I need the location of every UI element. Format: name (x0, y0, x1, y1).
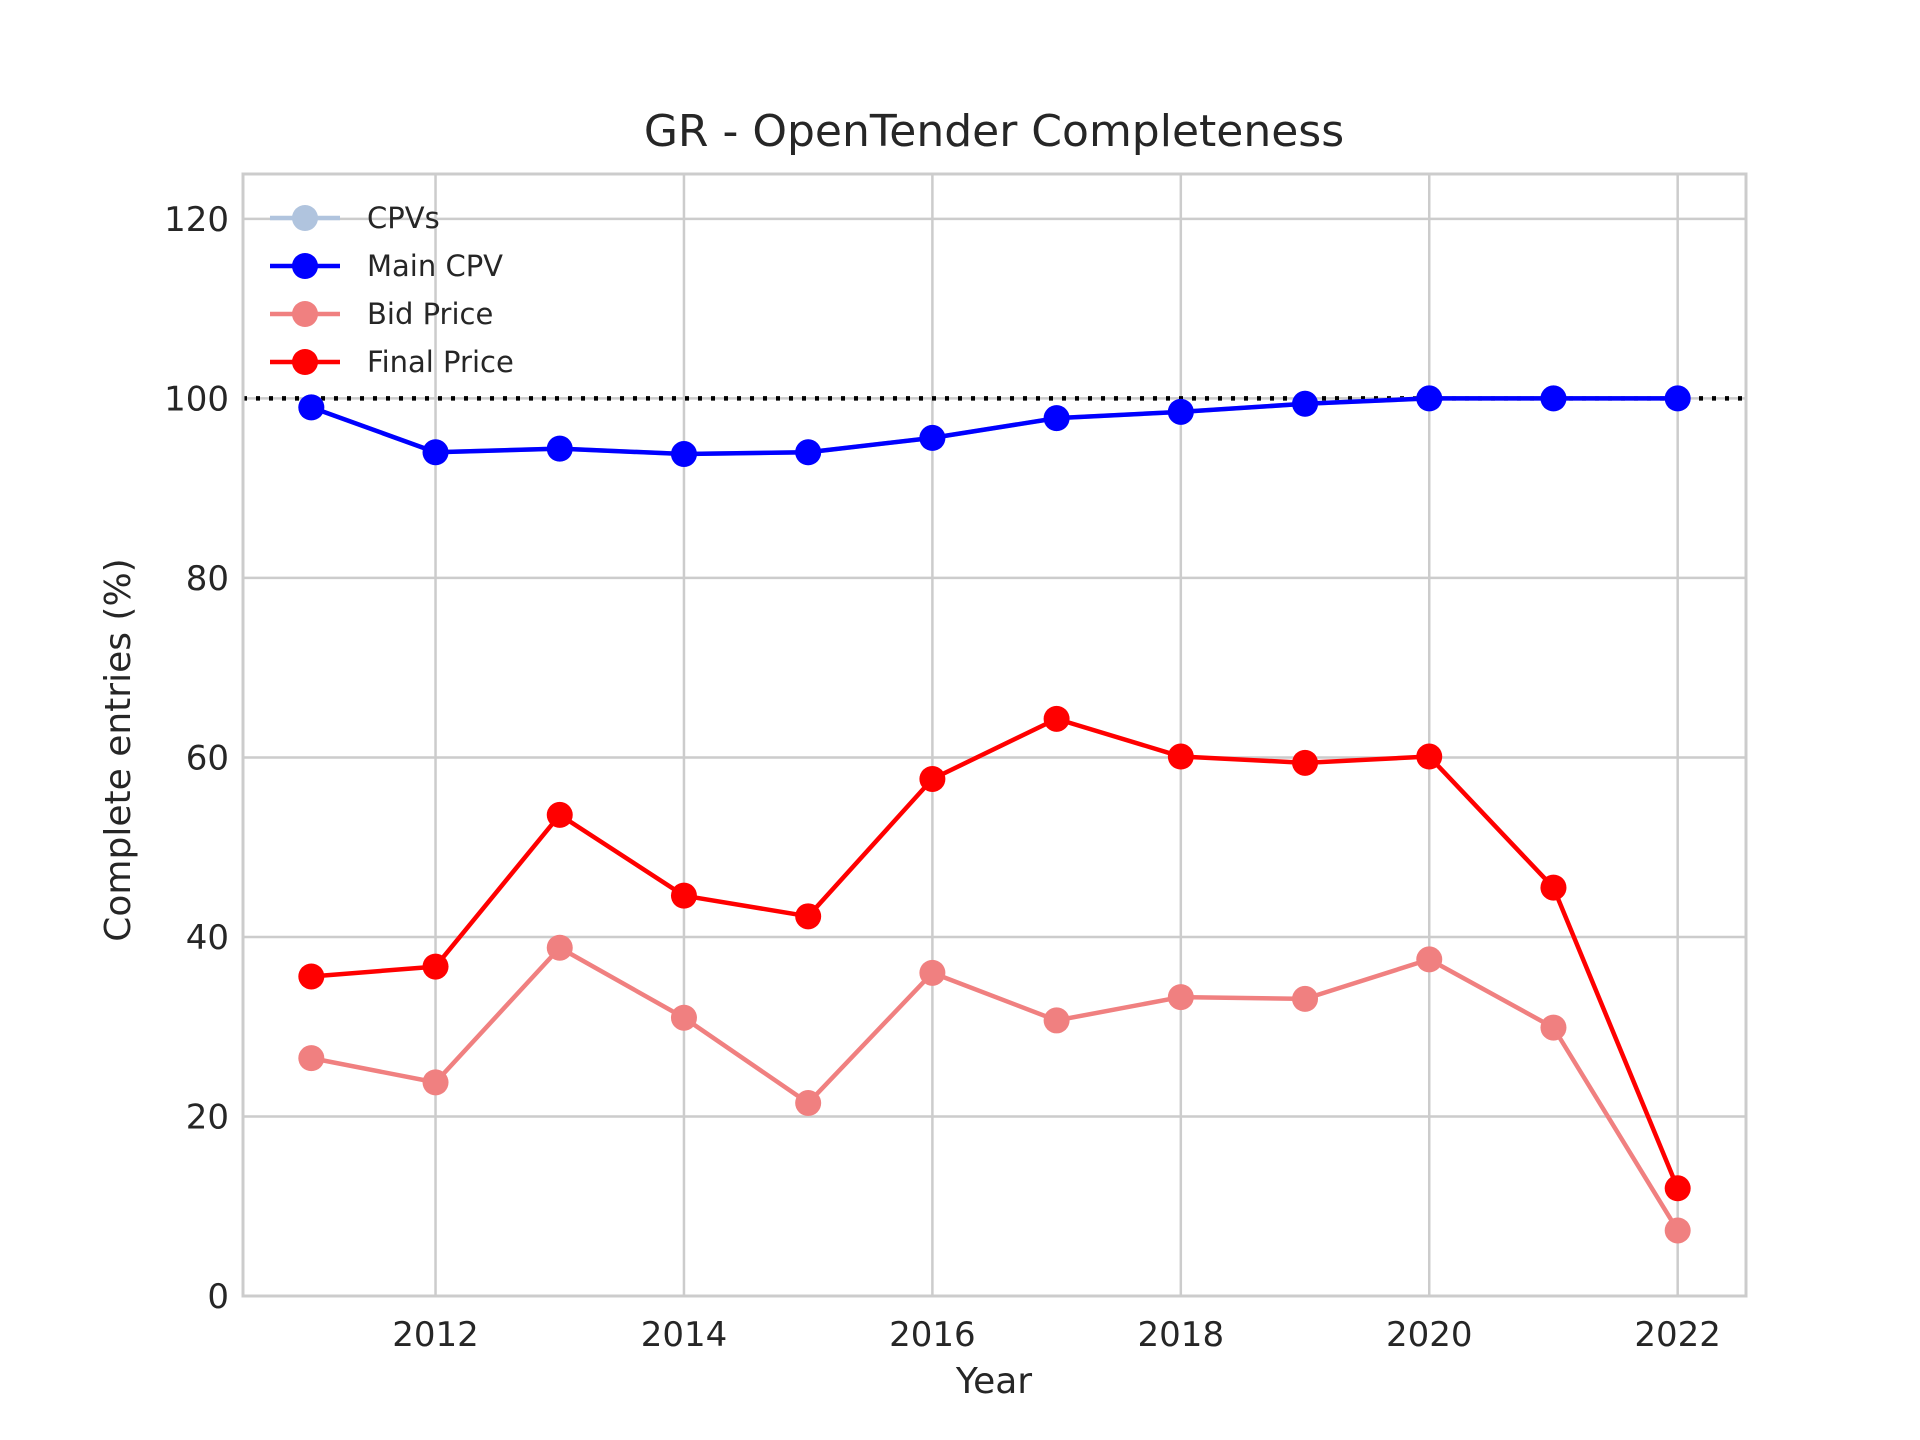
data-point-final-price (1664, 1175, 1691, 1202)
series-final-price (298, 705, 1691, 1202)
data-point-final-price (1540, 874, 1567, 901)
data-point-main-cpv (1416, 385, 1443, 412)
data-point-bid-price (298, 1045, 325, 1072)
data-point-main-cpv (546, 435, 573, 462)
legend-label: Final Price (367, 345, 514, 379)
series-layer (298, 385, 1691, 1244)
data-point-main-cpv (1167, 398, 1194, 425)
legend-marker (292, 349, 318, 375)
data-point-final-price (795, 903, 822, 930)
y-tick-label: 0 (207, 1277, 229, 1317)
data-point-bid-price (546, 934, 573, 961)
x-tick-label: 2012 (392, 1315, 479, 1355)
y-tick-label: 100 (164, 379, 229, 419)
y-axis-ticks: 0 20 40 60 80 100 120 (164, 200, 229, 1317)
plot-frame (241, 172, 1748, 1298)
y-tick-label: 40 (186, 918, 229, 958)
x-tick-label: 2018 (1138, 1315, 1225, 1355)
data-point-main-cpv (1540, 385, 1567, 412)
series-line-final-price (311, 716, 1680, 1190)
series-bid-price (298, 934, 1691, 1244)
data-point-main-cpv (1043, 405, 1070, 432)
series-main-cpv (298, 385, 1691, 468)
data-point-main-cpv (670, 441, 697, 468)
data-point-bid-price (795, 1090, 822, 1117)
data-point-final-price (919, 765, 946, 792)
data-point-final-price (1167, 743, 1194, 770)
data-point-final-price (670, 882, 697, 909)
legend: CPVs Main CPV Bid Price Final Price (270, 201, 514, 379)
data-point-bid-price (1416, 946, 1443, 973)
x-tick-label: 2014 (641, 1315, 728, 1355)
legend-item-bid-price: Bid Price (270, 297, 493, 331)
x-axis-label: Year (955, 1361, 1032, 1402)
y-tick-label: 20 (186, 1097, 229, 1137)
data-point-final-price (1292, 749, 1319, 776)
data-point-final-price (546, 801, 573, 828)
data-point-bid-price (1664, 1217, 1691, 1244)
y-tick-label: 80 (186, 559, 229, 599)
legend-marker (292, 301, 318, 327)
data-point-final-price (422, 953, 449, 980)
legend-item-cpvs: CPVs (270, 201, 440, 235)
x-axis-ticks: 2012 2014 2016 2018 2020 2022 (392, 1315, 1721, 1355)
data-point-main-cpv (422, 439, 449, 466)
legend-label: Main CPV (367, 249, 503, 283)
chart-title: GR - OpenTender Completeness (644, 106, 1344, 157)
grid (243, 174, 1746, 1298)
x-tick-label: 2016 (889, 1315, 976, 1355)
data-point-bid-price (919, 959, 946, 986)
y-tick-label: 60 (186, 738, 229, 778)
x-tick-label: 2020 (1386, 1315, 1473, 1355)
data-point-bid-price (670, 1004, 697, 1031)
data-point-final-price (298, 963, 325, 990)
data-point-main-cpv (795, 439, 822, 466)
data-point-main-cpv (298, 394, 325, 421)
data-point-main-cpv (1292, 390, 1319, 417)
legend-label: Bid Price (367, 297, 493, 331)
data-point-bid-price (1540, 1014, 1567, 1041)
series-line-bid-price (310, 945, 1680, 1232)
data-point-final-price (1043, 705, 1070, 732)
data-point-final-price (1416, 743, 1443, 770)
series-line-main-cpv (310, 396, 1678, 457)
data-point-bid-price (1167, 984, 1194, 1011)
data-point-bid-price (422, 1069, 449, 1096)
legend-item-main-cpv: Main CPV (270, 249, 503, 283)
data-point-bid-price (1292, 985, 1319, 1012)
data-point-main-cpv (919, 424, 946, 451)
data-point-main-cpv (1664, 385, 1691, 412)
legend-item-final-price: Final Price (270, 345, 514, 379)
y-tick-label: 120 (164, 200, 229, 240)
x-tick-label: 2022 (1634, 1315, 1721, 1355)
legend-marker (292, 253, 318, 279)
legend-label: CPVs (367, 201, 440, 235)
legend-marker (292, 205, 318, 231)
data-point-bid-price (1043, 1007, 1070, 1034)
y-axis-label: Complete entries (%) (98, 558, 139, 941)
